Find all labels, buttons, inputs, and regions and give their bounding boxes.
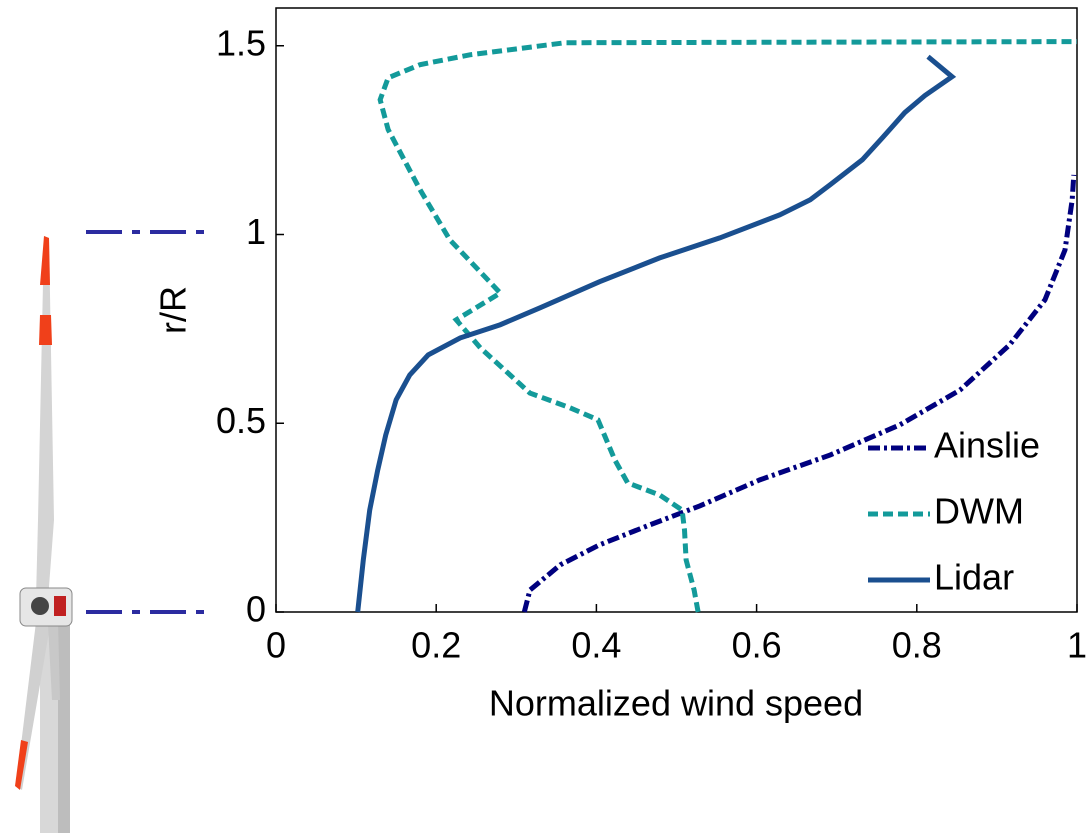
x-tick-label: 0.8 <box>892 625 942 666</box>
line-series <box>377 39 1078 613</box>
legend-label: DWM <box>934 491 1024 532</box>
x-axis-label: Normalized wind speed <box>489 683 863 724</box>
legend-label: Lidar <box>934 557 1014 598</box>
x-tick-label: 0.4 <box>571 625 621 666</box>
line-series <box>521 174 1077 613</box>
turbine-illustration <box>15 230 210 833</box>
line-series <box>355 54 957 613</box>
x-tick-label: 0.6 <box>732 625 782 666</box>
plot-frame <box>275 7 1078 613</box>
x-tick-label: 0 <box>266 625 286 666</box>
y-tick-label: 1 <box>246 211 266 252</box>
y-tick-label: 0 <box>246 589 266 630</box>
x-tick-label: 0.2 <box>411 625 461 666</box>
y-tick-label: 1.5 <box>216 22 266 63</box>
y-tick-label: 0.5 <box>216 400 266 441</box>
legend-label: Ainslie <box>934 425 1040 466</box>
x-tick-label: 1 <box>1067 625 1087 666</box>
y-axis-label: r/R <box>153 286 194 334</box>
